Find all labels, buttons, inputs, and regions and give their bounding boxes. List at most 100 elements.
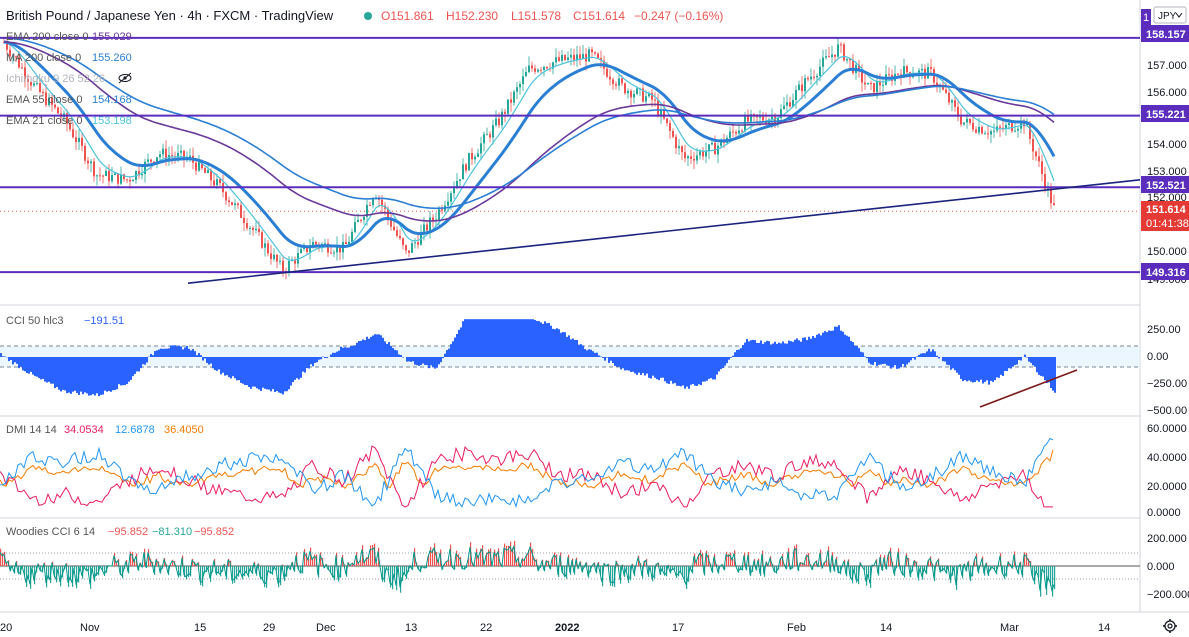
candle-body [558, 57, 560, 61]
cci-bar [106, 357, 108, 392]
cci-bar [28, 357, 30, 374]
cci-bar [860, 351, 862, 357]
candle-body [714, 142, 716, 155]
woodies-bar [1028, 558, 1030, 566]
woodies-bar [34, 566, 36, 585]
woodies-bar [954, 566, 956, 568]
woodies-bar [974, 560, 976, 566]
candle-body [711, 142, 713, 145]
woodies-bar [58, 566, 60, 570]
woodies-bar [684, 566, 686, 583]
price-axis[interactable]: JPY 157.000 156.000 155.000 154.000 153.… [1141, 6, 1189, 286]
woodies-bar [814, 562, 816, 566]
cci-bar [80, 357, 82, 392]
woodies-bar [670, 566, 672, 574]
woodies-legend[interactable]: Woodies CCI 6 14 −95.852 −81.310 −95.852 [6, 526, 234, 538]
cci-bar [296, 357, 298, 379]
ema55-label: EMA 55 close 0 [6, 94, 82, 106]
cci-bar [8, 357, 10, 362]
cci-trendline[interactable] [979, 369, 1078, 408]
cci-panel[interactable] [0, 319, 1140, 408]
candle-body [648, 92, 650, 97]
woodies-bar [856, 566, 858, 583]
time-axis[interactable]: 20 Nov 15 29 Dec 13 22 2022 17 Feb 14 Ma… [0, 619, 1177, 634]
dmi-panel[interactable] [0, 437, 1054, 509]
cci-bar [748, 341, 750, 357]
woodies-bar [730, 552, 732, 566]
cci-bar [792, 341, 794, 357]
dmi-tick-20: 20.0000 [1147, 481, 1187, 493]
cci-axis[interactable]: 250.00 0.00 −250.00 −500.00 [1147, 324, 1187, 417]
cci-bar [874, 357, 876, 362]
cci-bar [444, 353, 446, 357]
settings-gear-icon[interactable] [1163, 619, 1177, 633]
candle-body [657, 100, 659, 115]
cci-bar [868, 357, 870, 363]
cci-bar [990, 357, 992, 381]
woodies-bar [674, 566, 676, 570]
cci-bar [126, 357, 128, 384]
woodies-bar [774, 566, 776, 573]
cci-bar [226, 357, 228, 376]
eye-hidden-icon[interactable] [118, 72, 132, 84]
cci-bar [554, 329, 556, 357]
cci-bar [584, 349, 586, 357]
candle-body [525, 72, 527, 77]
cci-bar [576, 340, 578, 357]
currency-selector[interactable] [1153, 6, 1187, 24]
woodies-bar [134, 560, 136, 566]
cci-bar [556, 328, 558, 357]
candlesticks [3, 36, 1055, 280]
candle-body [216, 179, 218, 186]
cci-bar [1010, 357, 1012, 369]
candle-body [69, 123, 71, 130]
indicator-legend[interactable]: EMA 200 close 0 155.029 MA 200 close 0 1… [6, 31, 132, 127]
trendline[interactable] [187, 179, 1141, 284]
woodies-bar [698, 554, 700, 566]
price-panel[interactable] [0, 36, 1141, 284]
cci-bar [1034, 357, 1036, 367]
dmi-axis[interactable]: 60.0000 40.0000 20.0000 0.0000 [1147, 423, 1187, 519]
cci-bar [284, 357, 286, 392]
cci-bar [116, 357, 118, 390]
cci-bar [446, 350, 448, 357]
candle-body [828, 56, 830, 58]
woodies-bar [392, 566, 394, 590]
candle-body [552, 62, 554, 69]
cci-bar [440, 357, 442, 363]
cci-bar [908, 357, 910, 363]
dmi-legend[interactable]: DMI 14 14 34.0534 12.6878 36.4050 [6, 424, 204, 436]
woodies-panel[interactable] [0, 540, 1140, 597]
candle-body [171, 155, 173, 157]
candle-body [789, 102, 791, 107]
time-label-7: 2022 [555, 622, 579, 634]
candle-body [156, 157, 158, 163]
candle-body [780, 109, 782, 119]
cci-bar [1052, 357, 1054, 391]
woodies-bar [448, 559, 450, 566]
woodies-bar [850, 566, 852, 579]
time-label-8: 17 [672, 622, 684, 634]
cci-bar [238, 357, 240, 381]
candle-body [948, 92, 950, 103]
candle-body [678, 146, 680, 149]
candle-body [333, 252, 335, 254]
cci-bar [292, 357, 294, 383]
woodies-axis[interactable]: 200.000 0.000 −200.000 [1147, 533, 1189, 601]
time-label-9: Feb [787, 622, 806, 634]
cci-bar [330, 354, 332, 357]
candle-body [972, 122, 974, 130]
cci-bar [734, 352, 736, 357]
woodies-bar [650, 566, 652, 567]
woodies-bar [900, 566, 902, 570]
horizontal-levels[interactable] [0, 36, 1140, 274]
cci-bar [942, 357, 944, 362]
candle-body [1041, 161, 1043, 174]
candle-body [858, 64, 860, 70]
cci-bar [190, 350, 192, 357]
cci-bar [16, 357, 18, 364]
cci-legend[interactable]: CCI 50 hlc3 −191.51 [6, 315, 124, 327]
cci-bar [850, 340, 852, 357]
candle-body [462, 164, 464, 180]
